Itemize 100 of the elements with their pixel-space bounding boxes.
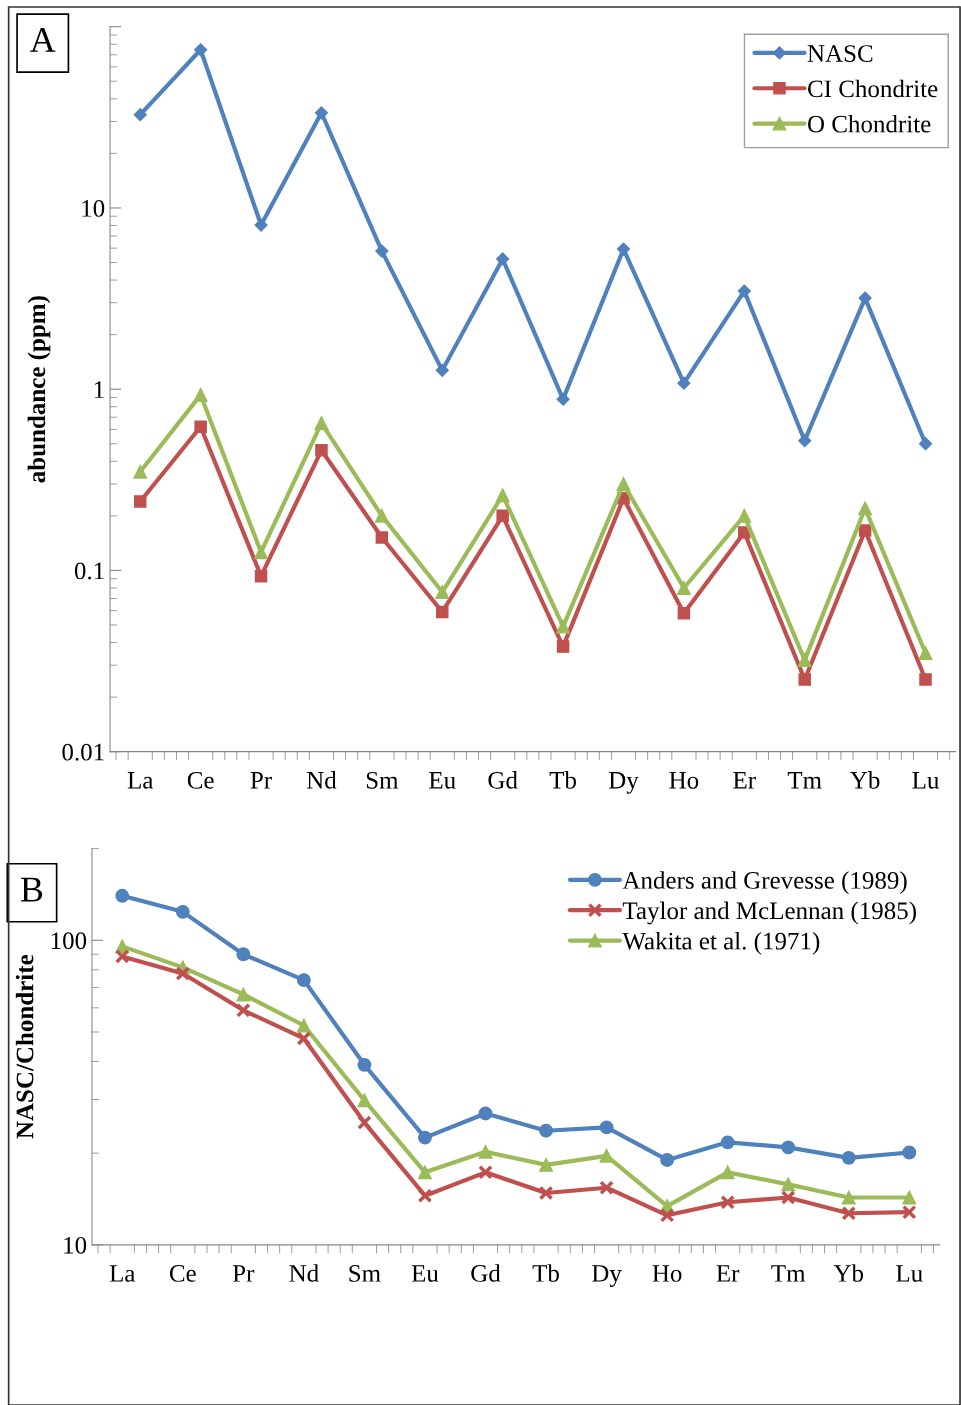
x-tick-label: Sm xyxy=(366,771,399,789)
point xyxy=(417,1188,433,1203)
y-tick-label: 10 xyxy=(64,1236,87,1254)
point xyxy=(314,106,329,120)
point xyxy=(858,501,873,516)
point xyxy=(858,291,872,305)
point xyxy=(841,1205,857,1221)
y-axis-title: NASC/Chondrite xyxy=(15,955,34,1139)
legend-label: Wakita et al. (1971) xyxy=(622,931,820,955)
point xyxy=(599,1180,614,1196)
x-tick-label: Pr xyxy=(250,772,272,789)
x-tick-label: Tm xyxy=(787,772,822,789)
x-tick-label: Nd xyxy=(289,1264,319,1282)
y-tick-label: 100 xyxy=(51,932,87,950)
point xyxy=(902,1204,917,1220)
point xyxy=(918,646,933,661)
point xyxy=(175,904,190,919)
text: A xyxy=(30,27,56,52)
point xyxy=(781,1140,796,1155)
point xyxy=(797,653,812,668)
x-tick-label: Yb xyxy=(833,1264,864,1282)
point xyxy=(858,524,872,537)
point xyxy=(418,1130,432,1145)
point xyxy=(194,43,208,57)
y-tick-label: 10 xyxy=(82,199,105,217)
x-tick-label: La xyxy=(127,772,154,789)
point xyxy=(478,1165,493,1180)
x-tick-label: Pr xyxy=(232,1265,255,1282)
point xyxy=(357,1093,372,1108)
point xyxy=(478,1144,493,1159)
x-tick-label: Gd xyxy=(488,771,518,789)
x-tick-label: Dy xyxy=(592,1265,622,1287)
x-tick-label: Nd xyxy=(306,771,337,789)
point xyxy=(676,581,691,595)
legend-label: Taylor and McLennan (1985) xyxy=(622,901,916,925)
x-tick-label: Sm xyxy=(349,1265,381,1282)
point xyxy=(919,673,932,686)
point xyxy=(314,416,329,431)
point xyxy=(677,607,691,620)
point xyxy=(918,437,933,451)
x-tick-label: Tb xyxy=(549,771,577,789)
x-tick-label: Lu xyxy=(912,772,939,789)
point xyxy=(236,947,251,962)
x-tick-label: Tm xyxy=(771,1265,806,1282)
point xyxy=(133,108,147,122)
x-tick-label: Ho xyxy=(669,772,699,789)
point xyxy=(374,508,389,523)
point xyxy=(496,509,509,523)
point xyxy=(781,1177,796,1192)
point xyxy=(175,966,191,981)
point xyxy=(737,508,752,523)
point xyxy=(236,1003,251,1018)
point xyxy=(133,464,148,479)
point xyxy=(435,585,450,599)
point xyxy=(556,392,570,406)
point xyxy=(296,1018,311,1033)
x-tick-label: Yb xyxy=(850,771,880,789)
x-tick-label: Eu xyxy=(411,1265,439,1282)
point xyxy=(236,987,251,1002)
x-tick-label: Eu xyxy=(429,772,456,789)
point xyxy=(556,619,571,634)
y-axis-title: abundance (ppm) xyxy=(27,296,51,483)
x-tick-label: Gd xyxy=(471,1264,501,1282)
point xyxy=(599,1120,614,1135)
x-tick-label: Dy xyxy=(608,772,639,794)
point xyxy=(720,1194,735,1210)
point xyxy=(539,1123,553,1138)
point xyxy=(720,1135,735,1150)
text: B xyxy=(20,877,43,902)
point xyxy=(254,545,268,560)
point xyxy=(315,444,328,457)
point xyxy=(616,477,631,491)
point xyxy=(357,1115,372,1130)
point xyxy=(539,1157,553,1172)
point xyxy=(599,1148,614,1163)
legend-label: Anders and Grevesse (1989) xyxy=(622,871,907,894)
point xyxy=(538,1185,554,1201)
point xyxy=(418,1165,432,1180)
point xyxy=(659,1208,675,1223)
y-tick-label: 1 xyxy=(94,381,104,398)
point xyxy=(902,1190,917,1205)
legend-label: CI Chondrite xyxy=(808,79,938,98)
legend-label: NASC xyxy=(807,45,873,62)
point xyxy=(798,434,812,448)
point xyxy=(115,888,130,903)
point xyxy=(780,1190,796,1205)
point xyxy=(737,284,751,298)
x-tick-label: Ce xyxy=(187,771,214,789)
x-tick-label: La xyxy=(109,1265,136,1282)
x-tick-label: Tb xyxy=(532,1264,559,1282)
point xyxy=(720,1165,735,1180)
point xyxy=(296,1031,312,1046)
point xyxy=(194,420,207,434)
point xyxy=(902,1145,917,1160)
x-tick-label: Er xyxy=(733,772,756,789)
point xyxy=(798,673,811,686)
x-tick-label: Lu xyxy=(896,1265,923,1282)
point xyxy=(496,252,510,266)
legend-label: O Chondrite xyxy=(808,115,931,133)
point xyxy=(254,218,268,232)
